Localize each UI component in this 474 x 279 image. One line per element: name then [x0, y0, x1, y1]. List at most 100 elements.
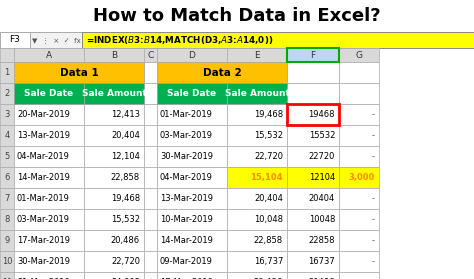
- Bar: [339, 146, 379, 167]
- Text: 21-Mar-2019: 21-Mar-2019: [17, 278, 70, 279]
- Bar: [287, 251, 339, 272]
- Text: 22,720: 22,720: [254, 152, 283, 161]
- Bar: [30, 32, 82, 48]
- Text: 22,720: 22,720: [111, 257, 140, 266]
- Bar: [14, 48, 84, 62]
- Bar: [227, 48, 287, 62]
- Bar: [287, 48, 339, 62]
- Bar: [14, 251, 84, 272]
- Bar: [287, 83, 339, 104]
- Bar: [144, 48, 157, 62]
- Text: -: -: [372, 257, 375, 266]
- Bar: [227, 62, 287, 83]
- Text: 15532: 15532: [309, 131, 335, 140]
- Bar: [14, 230, 84, 251]
- Bar: [14, 62, 84, 83]
- Bar: [0, 32, 30, 48]
- Bar: [287, 188, 339, 209]
- Text: 12,413: 12,413: [111, 110, 140, 119]
- Bar: [144, 104, 157, 125]
- Text: Data 2: Data 2: [202, 68, 241, 78]
- Text: 9: 9: [4, 236, 9, 245]
- Bar: [287, 230, 339, 251]
- Text: 20486: 20486: [309, 278, 335, 279]
- Bar: [227, 125, 287, 146]
- Bar: [157, 83, 227, 104]
- Text: 3,000: 3,000: [349, 173, 375, 182]
- Bar: [339, 272, 379, 279]
- Bar: [287, 167, 339, 188]
- Text: 3: 3: [4, 110, 9, 119]
- Bar: [14, 104, 84, 125]
- Text: 20404: 20404: [309, 194, 335, 203]
- Bar: [157, 48, 227, 62]
- Bar: [14, 62, 144, 83]
- Text: 09-Mar-2019: 09-Mar-2019: [160, 257, 213, 266]
- Text: 8: 8: [4, 215, 9, 224]
- Text: 01-Mar-2019: 01-Mar-2019: [17, 194, 70, 203]
- Text: 19468: 19468: [309, 110, 335, 119]
- Text: 12,104: 12,104: [111, 152, 140, 161]
- Bar: [339, 251, 379, 272]
- Text: 20-Mar-2019: 20-Mar-2019: [17, 110, 70, 119]
- Text: 4: 4: [4, 131, 9, 140]
- Text: 15,532: 15,532: [111, 215, 140, 224]
- Text: 6: 6: [4, 173, 9, 182]
- Text: 20,404: 20,404: [254, 194, 283, 203]
- Bar: [339, 209, 379, 230]
- Text: Sale Date: Sale Date: [167, 89, 217, 98]
- Text: How to Match Data in Excel?: How to Match Data in Excel?: [93, 7, 381, 25]
- Bar: [14, 83, 84, 104]
- Bar: [84, 48, 144, 62]
- Bar: [287, 62, 339, 83]
- Text: 12104: 12104: [309, 173, 335, 182]
- Text: 19,468: 19,468: [254, 110, 283, 119]
- Bar: [14, 272, 84, 279]
- Text: =INDEX($B$3:$B$14,MATCH(D3,$A$3:$A$14,0)): =INDEX($B$3:$B$14,MATCH(D3,$A$3:$A$14,0)…: [86, 34, 273, 46]
- Text: 22720: 22720: [309, 152, 335, 161]
- Bar: [0, 83, 14, 104]
- Bar: [339, 104, 379, 125]
- Text: 04-Mar-2019: 04-Mar-2019: [160, 173, 213, 182]
- Text: 14-Mar-2019: 14-Mar-2019: [17, 173, 70, 182]
- Bar: [227, 272, 287, 279]
- Bar: [84, 167, 144, 188]
- Bar: [0, 146, 14, 167]
- Text: Sale Amount: Sale Amount: [225, 89, 290, 98]
- Bar: [339, 188, 379, 209]
- Text: ▼  ⋮  ×  ✓  fx: ▼ ⋮ × ✓ fx: [32, 37, 81, 43]
- Text: 04-Mar-2019: 04-Mar-2019: [17, 152, 70, 161]
- Text: -: -: [372, 236, 375, 245]
- Text: 22,858: 22,858: [254, 236, 283, 245]
- Bar: [157, 104, 227, 125]
- Bar: [144, 209, 157, 230]
- Bar: [287, 125, 339, 146]
- Bar: [227, 251, 287, 272]
- Bar: [287, 104, 339, 125]
- Text: -: -: [372, 194, 375, 203]
- Text: 20,486: 20,486: [254, 278, 283, 279]
- Bar: [157, 188, 227, 209]
- Bar: [227, 83, 287, 104]
- Bar: [0, 0, 474, 32]
- Bar: [14, 125, 84, 146]
- Bar: [0, 251, 14, 272]
- Text: Sale Amount: Sale Amount: [82, 89, 146, 98]
- Text: 14-Mar-2019: 14-Mar-2019: [160, 236, 213, 245]
- Text: 10,048: 10,048: [254, 215, 283, 224]
- Bar: [84, 83, 144, 104]
- Bar: [14, 209, 84, 230]
- Text: -: -: [372, 110, 375, 119]
- Text: 03-Mar-2019: 03-Mar-2019: [17, 215, 70, 224]
- Bar: [144, 251, 157, 272]
- Text: 1: 1: [4, 68, 9, 77]
- Bar: [144, 83, 157, 104]
- Bar: [14, 83, 84, 104]
- Bar: [84, 104, 144, 125]
- Bar: [0, 104, 14, 125]
- Bar: [82, 32, 474, 48]
- Bar: [227, 188, 287, 209]
- Bar: [0, 48, 14, 62]
- Bar: [227, 83, 287, 104]
- Text: 19,468: 19,468: [111, 194, 140, 203]
